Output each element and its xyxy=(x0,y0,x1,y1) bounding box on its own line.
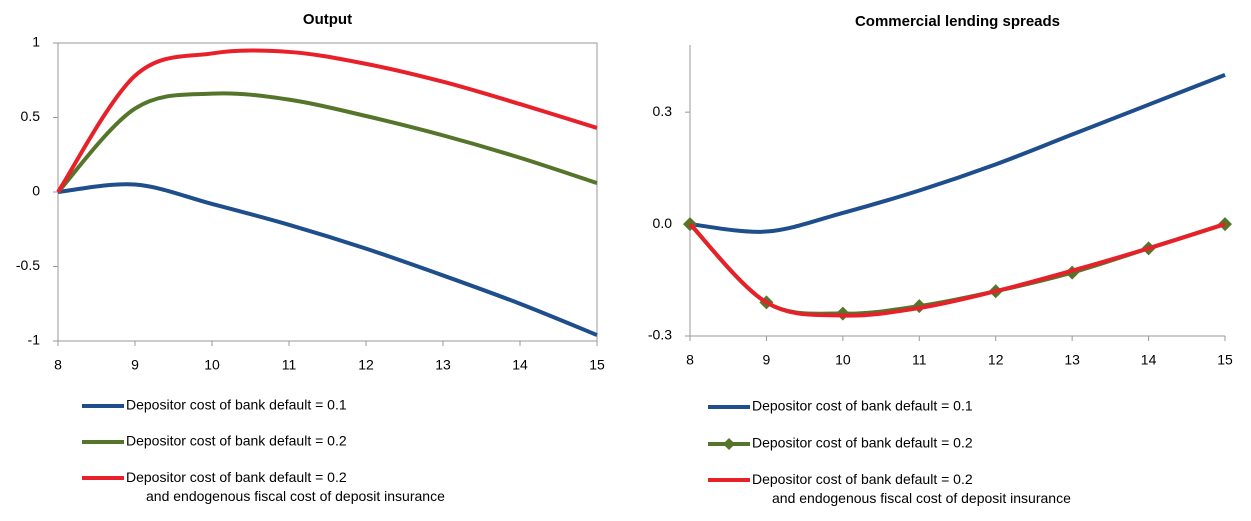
y-tick-label: 0.5 xyxy=(21,108,41,124)
y-tick-label: -0.5 xyxy=(16,257,40,273)
legend-label: Depositor cost of bank default = 0.2 xyxy=(126,433,347,449)
x-tick-label: 8 xyxy=(686,352,694,368)
y-tick-label: -0.3 xyxy=(648,327,672,343)
series-line xyxy=(56,48,598,194)
series-line xyxy=(689,72,1226,234)
chart-title: Commercial lending spreads xyxy=(855,13,1060,30)
x-tick-label: 14 xyxy=(1141,352,1157,368)
x-tick-label: 14 xyxy=(512,357,528,373)
x-tick-label: 9 xyxy=(763,352,771,368)
x-tick-label: 11 xyxy=(912,352,927,368)
y-tick-label: 0.0 xyxy=(653,215,673,231)
legend-label: Depositor cost of bank default = 0.2 and … xyxy=(752,471,1071,506)
y-tick-label: -1 xyxy=(28,332,41,348)
x-tick-label: 15 xyxy=(589,357,605,373)
x-tick-label: 11 xyxy=(282,357,297,373)
x-tick-label: 12 xyxy=(358,357,374,373)
legend-label: Depositor cost of bank default = 0.1 xyxy=(126,397,347,413)
x-tick-label: 15 xyxy=(1217,352,1233,368)
legend-marker xyxy=(723,438,735,450)
series-line xyxy=(56,91,598,194)
plot-frame xyxy=(57,42,598,342)
legend-label: Depositor cost of bank default = 0.2 and … xyxy=(126,469,445,504)
chart-title: Output xyxy=(303,11,352,28)
x-tick-label: 10 xyxy=(835,352,851,368)
legend-label: Depositor cost of bank default = 0.2 xyxy=(752,435,973,451)
y-tick-label: 0 xyxy=(32,183,40,199)
x-tick-label: 13 xyxy=(435,357,451,373)
y-tick-label: 0.3 xyxy=(653,103,673,119)
x-tick-label: 8 xyxy=(54,357,62,373)
series-line xyxy=(57,182,598,337)
x-tick-label: 12 xyxy=(988,352,1004,368)
y-tick-label: 1 xyxy=(32,34,40,50)
x-tick-label: 13 xyxy=(1064,352,1080,368)
legend-label: Depositor cost of bank default = 0.1 xyxy=(752,398,973,414)
series-line xyxy=(688,222,1226,318)
x-tick-label: 10 xyxy=(204,357,220,373)
x-tick-label: 9 xyxy=(131,357,139,373)
